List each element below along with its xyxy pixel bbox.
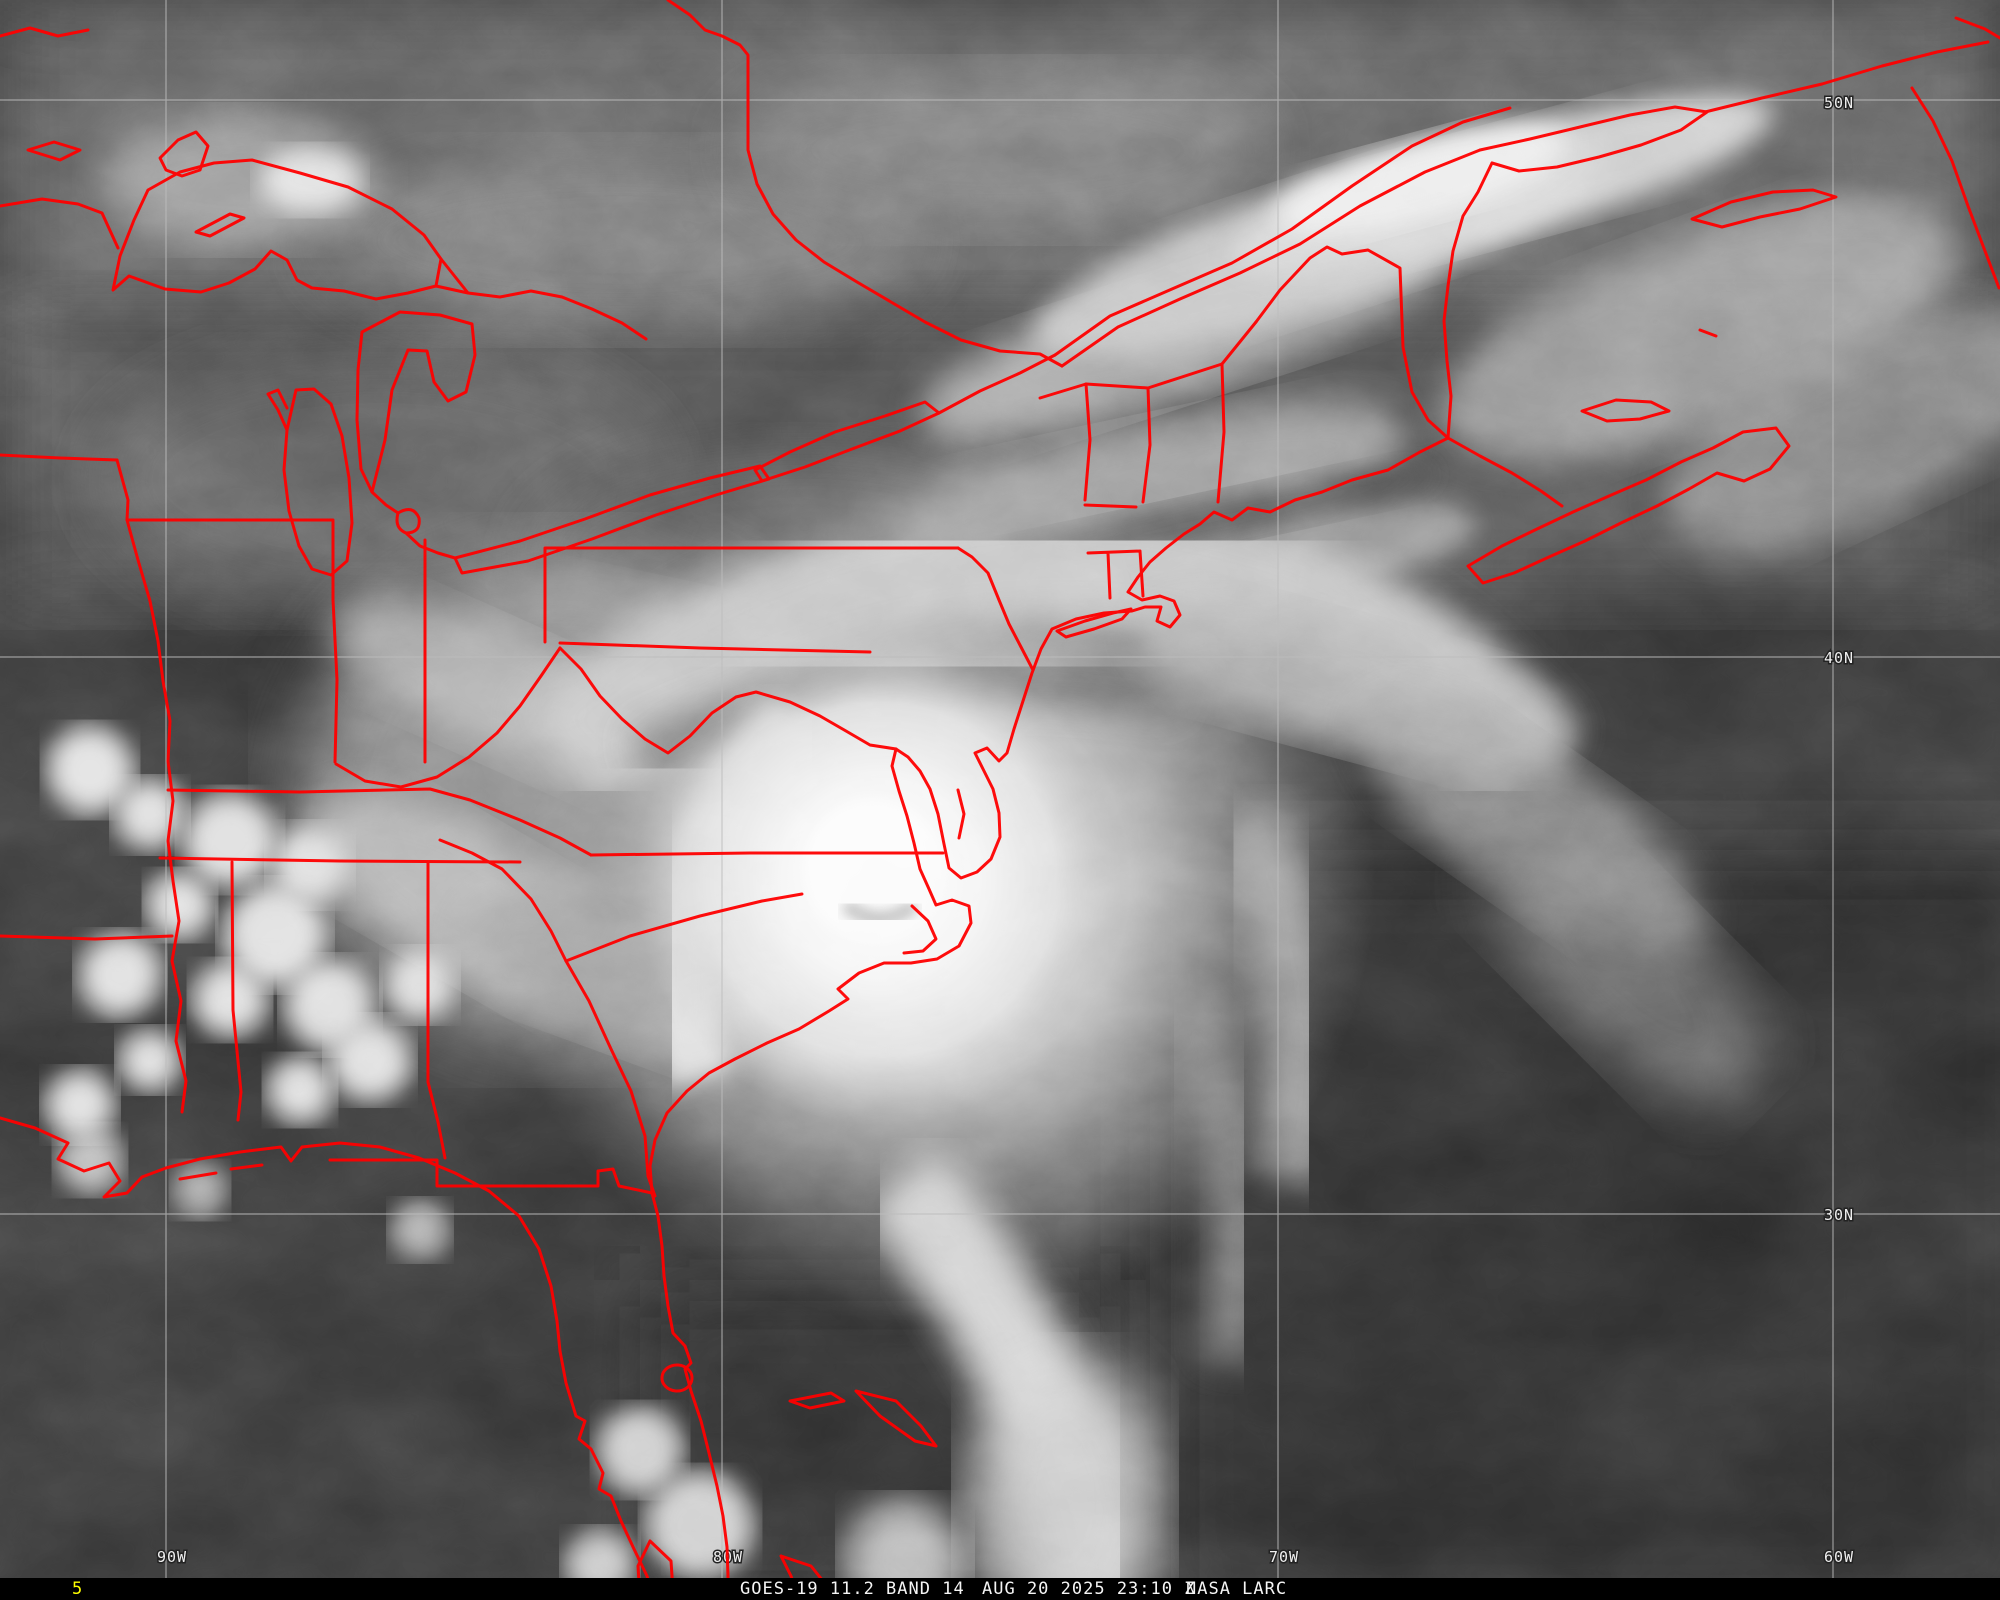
quebec-north-shore [1703, 16, 2000, 114]
latitude-label: 30N [1824, 1206, 1854, 1224]
pamlico-sound [902, 904, 938, 955]
longitude-label: 90W [157, 1548, 187, 1566]
tn-nc-border [438, 838, 568, 963]
southern-new-england-borders [1083, 503, 1145, 600]
ms-al-border [230, 860, 243, 1122]
new-brunswick-east-coast [1442, 161, 1494, 440]
delmarva-inner-bay [956, 788, 966, 840]
fl-north-border [328, 1158, 654, 1195]
east-coastline [648, 436, 1450, 1600]
prince-edward-island [1580, 398, 1671, 423]
product-title: GOES-19 11.2 BAND 14 [740, 1579, 965, 1599]
bay-of-fundy-nb-coast [1446, 436, 1564, 508]
gulf-coastline [0, 1116, 656, 1600]
anticosti-island [1690, 188, 1838, 229]
magdalen-islands [1698, 328, 1718, 338]
st-lawrence-south-bank [1060, 148, 1482, 368]
la-ar-border [0, 934, 174, 941]
maine-north-border [1254, 245, 1450, 440]
border-canada-west [0, 197, 120, 250]
nova-scotia [1466, 426, 1791, 585]
mississippi-river-border [115, 458, 188, 1114]
ontario-quebec-border [666, 0, 1064, 368]
gaspe-peninsula [1478, 105, 1709, 173]
ky-tn-border [166, 787, 593, 857]
wv-potomac-borders [558, 646, 898, 755]
lake-okeechobee [660, 1363, 694, 1393]
lake-stclair [370, 490, 457, 560]
al-ga-border [426, 860, 447, 1160]
lake-nipigon [158, 130, 210, 178]
midwest-state-borders [0, 453, 427, 764]
longitude-label: 60W [1824, 1548, 1854, 1566]
long-island [1055, 607, 1133, 639]
caption-bar: 5 GOES-19 11.2 BAND 14 AUG 20 2025 23:10… [0, 1578, 2000, 1600]
ohio-river [334, 646, 562, 789]
longitude-label: 70W [1269, 1548, 1299, 1566]
st-lawrence-north-bank [1053, 106, 1512, 357]
ga-sc-border [564, 959, 657, 1198]
lake-superior [111, 158, 470, 301]
lake-huron [355, 310, 477, 494]
ny-pa-borders [543, 546, 960, 654]
vermont-borders [1083, 362, 1226, 504]
graticule-labels: 50N 40N 30N 90W 80W 70W 60W [155, 93, 1854, 1568]
nc-sc-border [564, 892, 804, 963]
credit: NASA LARC [1186, 1579, 1288, 1599]
north-channel-border [439, 257, 648, 341]
frame-number: 5 [72, 1579, 84, 1599]
latitude-label: 40N [1824, 649, 1854, 667]
timestamp: AUG 20 2025 23:10 Z [982, 1579, 1196, 1599]
tn-al-border [158, 856, 522, 864]
latitude-label: 50N [1824, 94, 1854, 112]
newfoundland-west-coast [1910, 86, 2000, 290]
lake-michigan [266, 387, 354, 577]
ontario-lakes-small [0, 26, 90, 162]
isle-royale [194, 212, 246, 238]
va-nc-border [589, 851, 945, 857]
border-st-lawrence-upper [937, 353, 1057, 415]
delaware-river-border [956, 546, 1035, 672]
gulf-barrier-islands [178, 1163, 264, 1181]
